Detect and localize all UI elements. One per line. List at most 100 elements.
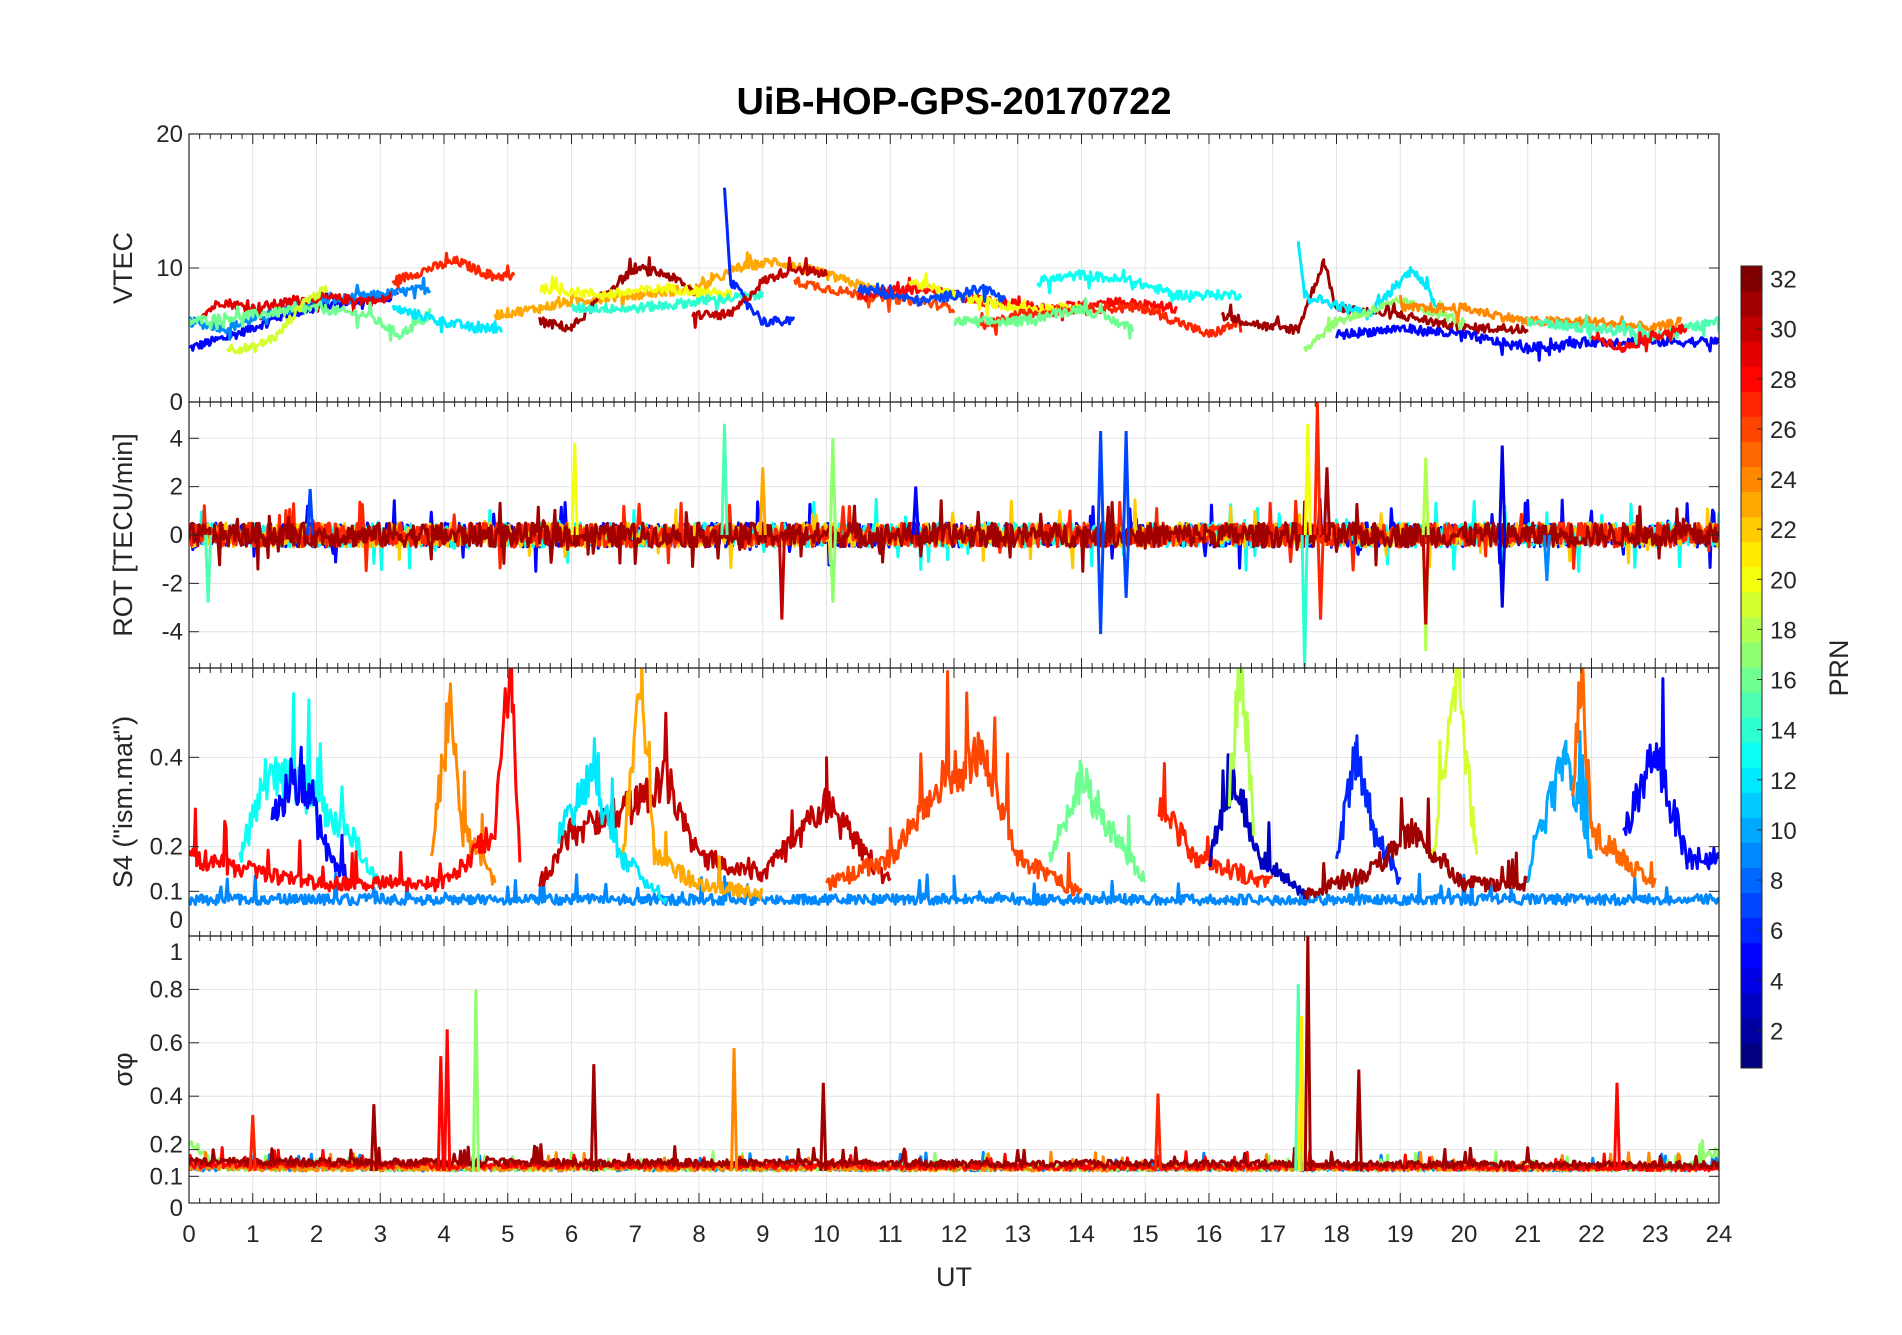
series-prn-5 <box>1622 677 1719 871</box>
spike-prn-31 <box>819 1082 828 1172</box>
colorbar-tick-label: 8 <box>1770 868 1783 895</box>
spike-prn-27 <box>1316 534 1325 620</box>
y-tick-label: 0 <box>170 389 183 416</box>
series-prn-31 <box>538 256 701 333</box>
colorbar-tick-label: 16 <box>1770 668 1797 695</box>
colorbar-swatch <box>1741 641 1762 668</box>
series-prn-25 <box>1570 668 1657 889</box>
colorbar-swatch <box>1741 742 1762 768</box>
spike-prn-31 <box>1303 936 1312 1171</box>
x-tick-label: 16 <box>1196 1221 1223 1248</box>
y-tick-label: 0.2 <box>150 1132 183 1159</box>
colorbar-tick-label: 18 <box>1770 617 1797 644</box>
colorbar-swatch <box>1741 942 1762 969</box>
spike-prn-28 <box>436 1056 445 1171</box>
y-axis-label: ROT [TECU/min] <box>108 433 138 637</box>
colorbar-swatch <box>1741 316 1762 342</box>
spike-prn-27 <box>1153 1093 1163 1172</box>
colorbar-swatch <box>1741 541 1762 568</box>
y-tick-label: -4 <box>162 619 183 646</box>
y-tick-label: 0.4 <box>150 1083 183 1110</box>
colorbar-swatch <box>1741 842 1762 868</box>
series-prn-18 <box>1227 668 1256 836</box>
colorbar-swatch <box>1741 1017 1762 1044</box>
colorbar-swatch <box>1741 491 1762 518</box>
colorbar-tick-label: 22 <box>1770 517 1797 544</box>
series-prn-30 <box>538 711 892 887</box>
colorbar-tick-label: 26 <box>1770 417 1797 444</box>
colorbar-swatch <box>1741 291 1762 317</box>
x-tick-label: 17 <box>1259 1221 1286 1248</box>
colorbar-tick-label: 30 <box>1770 317 1797 344</box>
spike-prn-17 <box>828 438 837 536</box>
colorbar-swatch <box>1741 1042 1762 1069</box>
series-prn-31 <box>189 499 1719 573</box>
x-tick-label: 15 <box>1132 1221 1159 1248</box>
spike-prn-7 <box>1122 534 1131 598</box>
y-tick-label: 0.2 <box>150 834 183 861</box>
colorbar-swatch <box>1741 466 1762 493</box>
spike-prn-30 <box>777 534 786 620</box>
colorbar-tick-label: 14 <box>1770 718 1797 745</box>
series-prn-13 <box>1036 268 1243 303</box>
x-tick-label: 11 <box>878 1221 903 1248</box>
spike-prn-24 <box>730 1048 739 1171</box>
x-tick-label: 5 <box>501 1221 514 1248</box>
colorbar-swatch <box>1741 992 1762 1019</box>
colorbar-tick-label: 20 <box>1770 567 1797 594</box>
colorbar-swatch <box>1741 667 1762 693</box>
x-tick-label: 20 <box>1451 1221 1478 1248</box>
series-prn-29 <box>200 291 393 321</box>
series-prn-16 <box>953 297 1134 340</box>
y-axis-label: VTEC <box>108 232 138 304</box>
y-axis-label: σφ <box>108 1052 138 1086</box>
spike-prn-17 <box>828 534 837 603</box>
colorbar-swatch <box>1741 416 1762 442</box>
series-prn-13 <box>238 692 381 889</box>
series-prn-5 <box>1335 323 1719 362</box>
x-tick-label: 8 <box>692 1221 705 1248</box>
x-tick-label: 1 <box>246 1221 259 1248</box>
series-prn-12 <box>557 737 669 904</box>
spike-prn-20 <box>1303 423 1312 536</box>
spike-prn-31 <box>369 1104 378 1172</box>
spike-prn-21 <box>1297 1016 1306 1171</box>
series-prn-19 <box>1430 668 1479 862</box>
colorbar-swatch <box>1741 591 1762 618</box>
colorbar-swatch <box>1741 892 1762 919</box>
y-tick-label: 2 <box>170 474 183 501</box>
colorbar-label: PRN <box>1824 639 1854 696</box>
y-tick-label: 10 <box>156 255 183 282</box>
colorbar-swatch <box>1741 867 1762 894</box>
series-prn-7 <box>856 282 1007 307</box>
colorbar-swatch <box>1741 441 1762 467</box>
spike-prn-17 <box>471 989 480 1171</box>
colorbar-tick-label: 2 <box>1770 1018 1783 1045</box>
series-prn-24 <box>429 682 497 886</box>
colorbar-swatch <box>1741 266 1762 292</box>
colorbar-tick-label: 6 <box>1770 918 1783 945</box>
series-prn-31 <box>1303 797 1530 901</box>
spike-prn-28 <box>443 1029 452 1171</box>
colorbar-swatch <box>1741 917 1762 944</box>
x-tick-label: 21 <box>1514 1221 1541 1248</box>
series-prn-5 <box>270 745 355 886</box>
colorbar-swatch <box>1741 717 1762 743</box>
x-tick-label: 3 <box>374 1221 387 1248</box>
y-tick-label: 0 <box>170 1195 183 1222</box>
panel-3: 00.1 0.2 0.4 S4 ("ism.mat") <box>108 667 1720 937</box>
spike-prn-7 <box>306 488 315 536</box>
series-prn-6 <box>1335 734 1402 885</box>
series-prn-27 <box>979 302 1243 338</box>
y-tick-label: 0.6 <box>150 1030 183 1057</box>
colorbar-swatch <box>1741 516 1762 543</box>
spike-prn-14 <box>1300 534 1309 668</box>
spike-prn-4 <box>1498 445 1507 536</box>
series-prn-26 <box>825 670 1083 897</box>
y-tick-label: 0.1 <box>150 1163 183 1190</box>
series-prn-14 <box>570 288 765 314</box>
colorbar-tick-label: 12 <box>1770 768 1797 795</box>
spike-prn-31 <box>1354 1069 1363 1171</box>
